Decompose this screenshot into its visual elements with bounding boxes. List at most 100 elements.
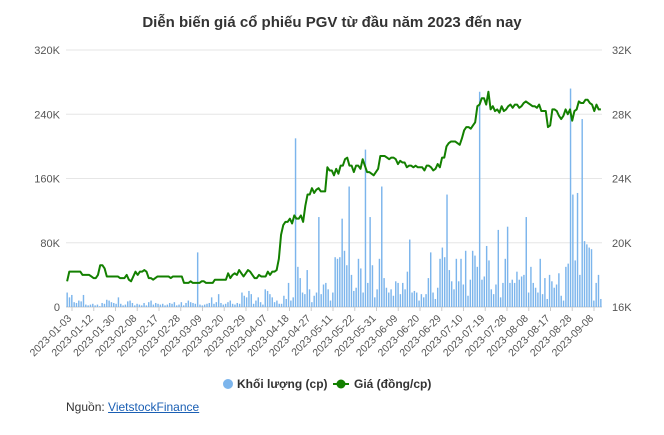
volume-bar xyxy=(75,302,78,307)
legend-marker-volume xyxy=(223,379,233,389)
volume-bar xyxy=(131,302,134,307)
volume-bar xyxy=(308,289,311,307)
legend-item-price[interactable]: Giá (đồng/cp) xyxy=(333,377,431,391)
volume-bar xyxy=(73,302,75,307)
volume-bar xyxy=(539,258,541,307)
left-tick-label: 160K xyxy=(34,174,60,186)
volume-bar xyxy=(534,287,537,307)
volume-bar xyxy=(390,289,392,307)
volume-bar xyxy=(262,304,264,307)
volume-bar xyxy=(409,239,411,307)
volume-bar xyxy=(590,249,593,307)
volume-bar xyxy=(124,304,127,307)
volume-bar xyxy=(283,295,285,307)
left-tick-label: 0 xyxy=(54,302,60,314)
volume-bar xyxy=(595,282,597,307)
volume-bar xyxy=(423,297,425,307)
volume-bar xyxy=(271,297,273,307)
volume-bar xyxy=(355,287,357,307)
volume-bar xyxy=(68,297,71,307)
volume-bar xyxy=(597,274,600,308)
volume-bar xyxy=(362,292,364,307)
volume-bar xyxy=(117,297,120,307)
volume-bar xyxy=(66,292,68,307)
volume-bar xyxy=(574,260,576,307)
volume-bar xyxy=(416,292,418,307)
volume-bar xyxy=(292,297,294,307)
volume-bar xyxy=(252,303,255,307)
volume-bar xyxy=(371,265,374,307)
volume-bar xyxy=(404,289,406,307)
left-axis: 0 80K 160K 240K 320K xyxy=(34,45,60,314)
volume-bar xyxy=(567,263,569,307)
volume-bar xyxy=(113,302,115,307)
right-tick-label: 24K xyxy=(612,174,632,186)
volume-bar xyxy=(385,287,388,307)
volume-bar xyxy=(348,186,350,307)
volume-bar xyxy=(248,290,250,307)
volume-bar xyxy=(273,302,276,307)
volume-bar xyxy=(476,266,479,307)
volume-bar xyxy=(588,247,590,307)
volume-bar xyxy=(406,271,409,307)
volume-bar xyxy=(78,300,80,307)
volume-bar xyxy=(161,303,164,307)
legend-item-volume[interactable]: Khối lượng (cp) xyxy=(223,377,328,391)
volume-bar xyxy=(173,302,176,307)
volume-bar xyxy=(502,282,504,307)
volume-bar xyxy=(220,302,222,307)
volume-bar xyxy=(227,302,229,307)
volume-bar xyxy=(357,258,360,307)
volume-bar xyxy=(166,304,169,307)
volume-bar xyxy=(315,292,318,307)
volume-bar xyxy=(436,287,439,307)
volume-bar xyxy=(369,217,371,307)
volume-bar xyxy=(313,295,315,307)
volume-bar xyxy=(106,299,108,307)
volume-bar xyxy=(306,270,308,307)
x-axis: 2023-01-032023-01-122023-01-302023-02-08… xyxy=(28,307,596,359)
volume-bar xyxy=(185,302,187,307)
volume-bar xyxy=(378,258,381,307)
volume-bar xyxy=(455,258,458,307)
volume-bar xyxy=(467,295,469,307)
volume-bar xyxy=(187,300,190,307)
grid xyxy=(66,49,602,308)
volume-bar xyxy=(85,304,87,307)
volume-bar xyxy=(399,294,402,307)
volume-bar xyxy=(101,302,103,307)
volume-bar xyxy=(474,255,476,307)
volume-bar xyxy=(311,302,313,307)
volume-bar xyxy=(492,294,495,307)
volume-bar xyxy=(196,252,199,307)
volume-bar xyxy=(457,281,460,307)
volume-bar xyxy=(206,303,208,307)
volume-bar xyxy=(537,292,539,307)
volume-bar xyxy=(427,278,430,307)
volume-bar xyxy=(159,304,162,307)
volume-bar xyxy=(576,192,579,307)
volume-bar xyxy=(157,303,159,307)
volume-bar xyxy=(120,303,122,307)
volume-bar xyxy=(168,302,171,307)
source-link[interactable]: VietstockFinance xyxy=(108,400,200,414)
volume-bar xyxy=(210,297,213,307)
right-tick-label: 16K xyxy=(612,302,632,314)
volume-bar xyxy=(134,305,136,307)
volume-bar xyxy=(446,194,448,307)
volume-bar xyxy=(103,303,106,307)
volume-bar xyxy=(80,301,82,307)
volume-bar xyxy=(464,250,467,307)
left-tick-label: 240K xyxy=(34,109,60,121)
volume-bar xyxy=(327,289,329,307)
volume-bar xyxy=(462,284,465,307)
volume-bar xyxy=(546,298,548,307)
volume-bar xyxy=(148,302,150,307)
legend[interactable]: Khối lượng (cp) Giá (đồng/cp) xyxy=(223,377,431,391)
volume-bar xyxy=(551,281,553,307)
volume-bar xyxy=(297,266,299,307)
volume-bar xyxy=(278,303,280,307)
volume-bar xyxy=(152,304,155,307)
volume-bar xyxy=(122,305,124,307)
volume-bar xyxy=(425,294,427,307)
